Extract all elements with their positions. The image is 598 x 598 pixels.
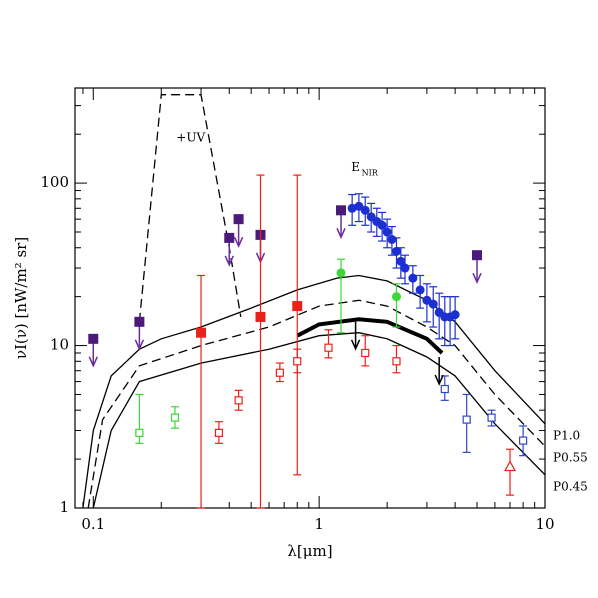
x-tick-label: 10 bbox=[535, 515, 554, 533]
annotation: +UV bbox=[176, 130, 205, 144]
marker bbox=[377, 220, 387, 230]
marker bbox=[255, 311, 266, 322]
marker bbox=[347, 203, 357, 213]
marker bbox=[234, 396, 243, 405]
marker bbox=[360, 205, 370, 215]
marker bbox=[391, 292, 401, 302]
curve-label: P0.55 bbox=[553, 451, 588, 465]
model-curve bbox=[138, 94, 242, 322]
marker bbox=[275, 368, 284, 377]
limit-arrowhead bbox=[434, 374, 444, 386]
marker bbox=[396, 256, 406, 266]
marker bbox=[134, 316, 145, 327]
marker bbox=[428, 299, 438, 309]
limit-arrowhead bbox=[88, 356, 98, 368]
limit-arrowhead bbox=[233, 236, 244, 248]
limit-arrowhead bbox=[336, 228, 346, 240]
x-axis-label: λ[μm] bbox=[287, 542, 332, 560]
marker bbox=[170, 413, 180, 422]
marker bbox=[214, 428, 224, 437]
marker bbox=[293, 357, 302, 366]
marker bbox=[450, 310, 460, 320]
model-curve bbox=[92, 332, 545, 508]
marker bbox=[324, 343, 333, 352]
marker bbox=[408, 273, 418, 283]
marker bbox=[503, 460, 517, 472]
marker bbox=[400, 263, 410, 273]
annotation-sub: NIR bbox=[362, 168, 379, 177]
marker bbox=[387, 234, 397, 244]
marker bbox=[361, 348, 370, 358]
marker bbox=[462, 415, 471, 424]
marker bbox=[415, 285, 425, 295]
curve-label: P1.0 bbox=[553, 428, 580, 442]
marker bbox=[224, 232, 235, 243]
limit-arrowhead bbox=[224, 255, 234, 267]
marker bbox=[196, 327, 207, 338]
limit-arrowhead bbox=[134, 339, 145, 351]
marker bbox=[88, 333, 99, 344]
plot-frame bbox=[74, 87, 546, 509]
y-axis-label: νI(ν) [nW/m² sr] bbox=[12, 237, 30, 359]
x-tick-label: 1 bbox=[314, 515, 324, 533]
marker bbox=[487, 413, 496, 422]
marker bbox=[292, 301, 303, 312]
marker bbox=[391, 246, 401, 256]
x-tick-label: 0.1 bbox=[81, 515, 105, 533]
limit-arrowhead bbox=[472, 272, 482, 285]
marker bbox=[382, 227, 392, 237]
y-tick-label: 1 bbox=[59, 498, 69, 516]
marker bbox=[135, 428, 144, 437]
model-curve bbox=[87, 299, 545, 508]
marker bbox=[336, 268, 346, 278]
y-tick-label: 10 bbox=[50, 336, 69, 354]
marker bbox=[233, 214, 244, 225]
marker bbox=[336, 205, 347, 216]
marker bbox=[392, 357, 401, 366]
model-curve bbox=[296, 317, 444, 355]
marker bbox=[519, 436, 528, 445]
curve-label: P0.45 bbox=[553, 479, 588, 493]
annotation: E bbox=[351, 160, 360, 174]
model-curve bbox=[82, 274, 545, 508]
marker bbox=[440, 384, 449, 394]
limit-arrowhead bbox=[350, 339, 361, 351]
marker bbox=[472, 250, 483, 261]
y-tick-label: 100 bbox=[40, 173, 69, 191]
